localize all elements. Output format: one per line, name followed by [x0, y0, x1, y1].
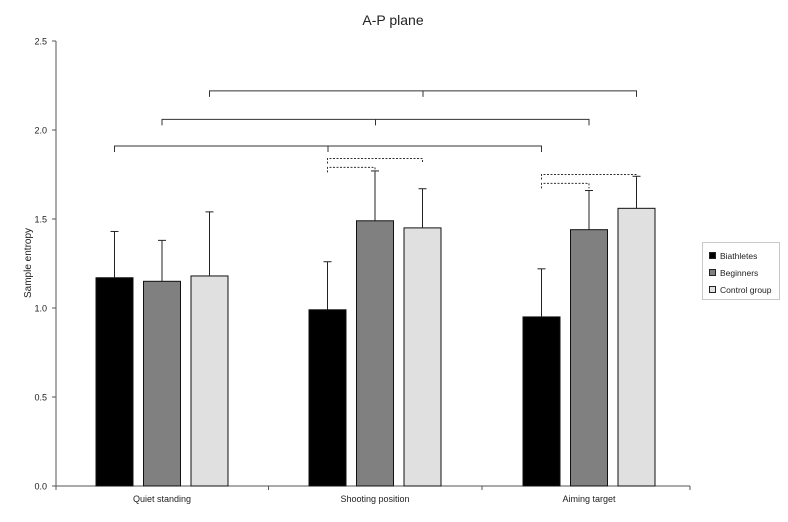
legend-swatch-control-group — [709, 286, 716, 293]
legend-label-biathletes: Biathletes — [720, 250, 758, 261]
y-tick-label: 0.5 — [34, 393, 47, 403]
y-axis-label: Sample entropy — [23, 228, 34, 298]
significance-bracket — [327, 157, 423, 164]
bar — [356, 220, 394, 487]
legend-item-control-group: Control group — [709, 281, 779, 298]
y-tick-label: 0.0 — [34, 482, 47, 492]
y-tick-label: 1.5 — [34, 215, 47, 225]
legend-label-control-group: Control group — [720, 284, 772, 295]
bar — [308, 309, 347, 487]
bar — [570, 229, 608, 487]
significance-bracket — [541, 174, 637, 180]
x-tick-label: Quiet standing — [133, 494, 191, 504]
legend-item-biathletes: Biathletes — [709, 247, 779, 264]
bar — [617, 207, 656, 487]
y-tick-label: 2.5 — [34, 37, 47, 47]
legend-swatch-biathletes — [709, 252, 716, 259]
legend: Biathletes Beginners Control group — [702, 242, 780, 300]
bar — [190, 275, 229, 487]
y-tick-label: 1.0 — [34, 304, 47, 314]
legend-label-beginners: Beginners — [720, 267, 759, 278]
bar — [143, 280, 181, 487]
y-tick-label: 2.0 — [34, 126, 47, 136]
x-tick-label: Shooting position — [340, 494, 409, 504]
legend-item-beginners: Beginners — [709, 264, 779, 281]
bar — [403, 227, 442, 487]
chart-title: A-P plane — [362, 12, 423, 28]
legend-swatch-beginners — [709, 269, 716, 276]
significance-bracket — [327, 166, 376, 173]
bar — [522, 316, 561, 487]
bar — [95, 277, 134, 487]
significance-bracket — [541, 182, 590, 189]
x-tick-label: Aiming target — [562, 494, 616, 504]
